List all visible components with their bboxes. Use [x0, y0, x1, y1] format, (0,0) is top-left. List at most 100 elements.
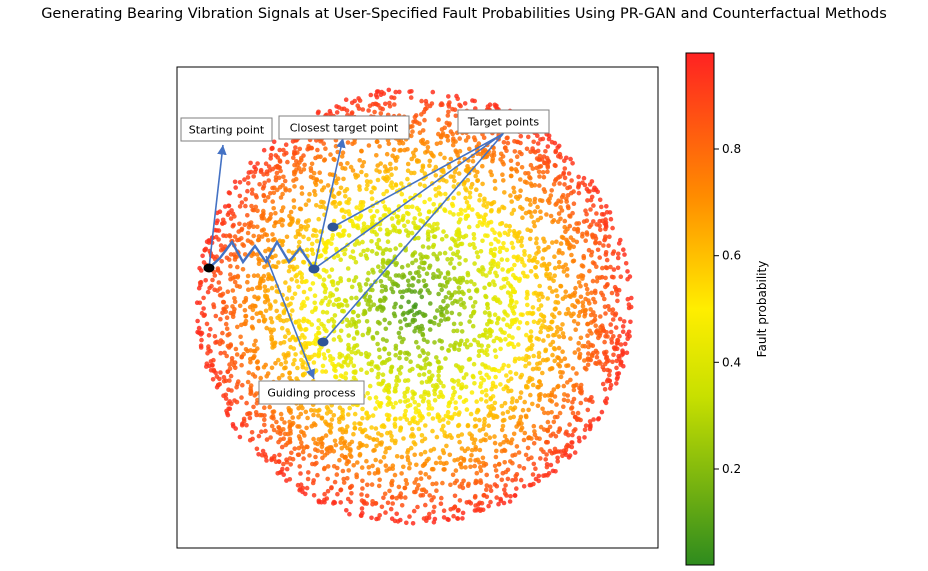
scatter-point — [439, 309, 444, 315]
scatter-point — [519, 256, 524, 262]
scatter-point — [588, 320, 594, 325]
scatter-point — [384, 412, 390, 418]
scatter-point — [604, 378, 610, 384]
scatter-point — [457, 439, 462, 445]
scatter-point — [625, 276, 630, 282]
scatter-point — [407, 514, 412, 519]
scatter-point — [431, 509, 436, 515]
scatter-point — [364, 433, 370, 439]
scatter-point — [426, 412, 432, 417]
scatter-point — [455, 508, 461, 513]
scatter-point — [502, 190, 507, 195]
scatter-point — [410, 396, 415, 401]
scatter-point — [535, 403, 541, 409]
scatter-point — [488, 396, 494, 401]
scatter-point — [223, 233, 229, 239]
scatter-point — [251, 348, 257, 354]
scatter-point — [339, 435, 345, 441]
scatter-point — [458, 321, 464, 327]
scatter-point — [402, 394, 408, 400]
scatter-point — [439, 287, 445, 293]
scatter-point — [382, 317, 388, 323]
scatter-point — [393, 182, 399, 187]
scatter-point — [295, 365, 300, 371]
scatter-point — [241, 243, 247, 248]
scatter-point — [223, 392, 229, 398]
scatter-point — [365, 182, 370, 188]
scatter-point — [508, 415, 513, 421]
scatter-point — [251, 404, 256, 410]
scatter-point — [261, 273, 267, 279]
scatter-point — [545, 333, 551, 339]
scatter-point — [474, 250, 480, 255]
scatter-point — [365, 277, 370, 283]
scatter-point — [352, 343, 358, 349]
scatter-point — [212, 334, 218, 339]
scatter-point — [508, 158, 514, 163]
scatter-point — [308, 407, 314, 413]
scatter-point — [597, 218, 602, 224]
scatter-point — [413, 258, 419, 263]
scatter-point — [324, 421, 329, 427]
scatter-point — [565, 442, 570, 448]
scatter-point — [396, 220, 401, 226]
scatter-point — [446, 94, 451, 99]
scatter-point — [377, 227, 383, 232]
scatter-point — [233, 346, 239, 352]
scatter-point — [497, 300, 503, 305]
scatter-point — [305, 147, 310, 152]
scatter-point — [488, 169, 493, 174]
scatter-point — [486, 503, 491, 509]
scatter-point — [469, 447, 475, 453]
scatter-point — [325, 464, 331, 469]
scatter-point — [524, 146, 530, 152]
scatter-point — [477, 370, 483, 376]
scatter-point — [464, 168, 469, 173]
scatter-point — [398, 289, 403, 295]
scatter-point — [564, 266, 570, 272]
scatter-point — [436, 291, 441, 297]
scatter-point — [289, 277, 295, 282]
scatter-point — [393, 416, 398, 422]
scatter-point — [420, 331, 426, 337]
scatter-point — [370, 463, 375, 469]
scatter-point — [546, 159, 552, 164]
scatter-point — [365, 391, 371, 396]
scatter-point — [355, 103, 361, 108]
scatter-point — [467, 242, 473, 248]
scatter-point — [468, 295, 473, 301]
scatter-point — [584, 286, 590, 292]
scatter-point — [389, 433, 394, 439]
scatter-point — [600, 381, 606, 387]
scatter-point — [512, 139, 517, 144]
scatter-point — [504, 148, 509, 153]
scatter-point — [531, 423, 537, 429]
scatter-point — [457, 148, 463, 154]
scatter-point — [240, 382, 245, 388]
scatter-point — [543, 347, 549, 353]
scatter-point — [517, 194, 523, 199]
scatter-point — [593, 323, 598, 329]
scatter-point — [375, 469, 381, 474]
scatter-point — [507, 228, 512, 234]
scatter-point — [395, 214, 401, 220]
scatter-point — [340, 165, 345, 171]
scatter-point — [316, 325, 321, 331]
scatter-point — [262, 413, 267, 418]
scatter-point — [552, 307, 558, 312]
scatter-point — [516, 342, 521, 347]
scatter-point — [257, 182, 262, 187]
scatter-point — [534, 336, 540, 341]
scatter-point — [584, 211, 589, 217]
scatter-point — [223, 321, 229, 327]
scatter-point — [368, 299, 374, 304]
scatter-point — [576, 313, 582, 319]
scatter-point — [366, 352, 372, 357]
scatter-point — [415, 324, 421, 330]
scatter-point — [451, 212, 456, 217]
scatter-point — [281, 259, 286, 265]
scatter-point — [602, 361, 608, 367]
scatter-point — [545, 440, 550, 445]
scatter-point — [500, 154, 506, 159]
scatter-point — [370, 336, 376, 341]
